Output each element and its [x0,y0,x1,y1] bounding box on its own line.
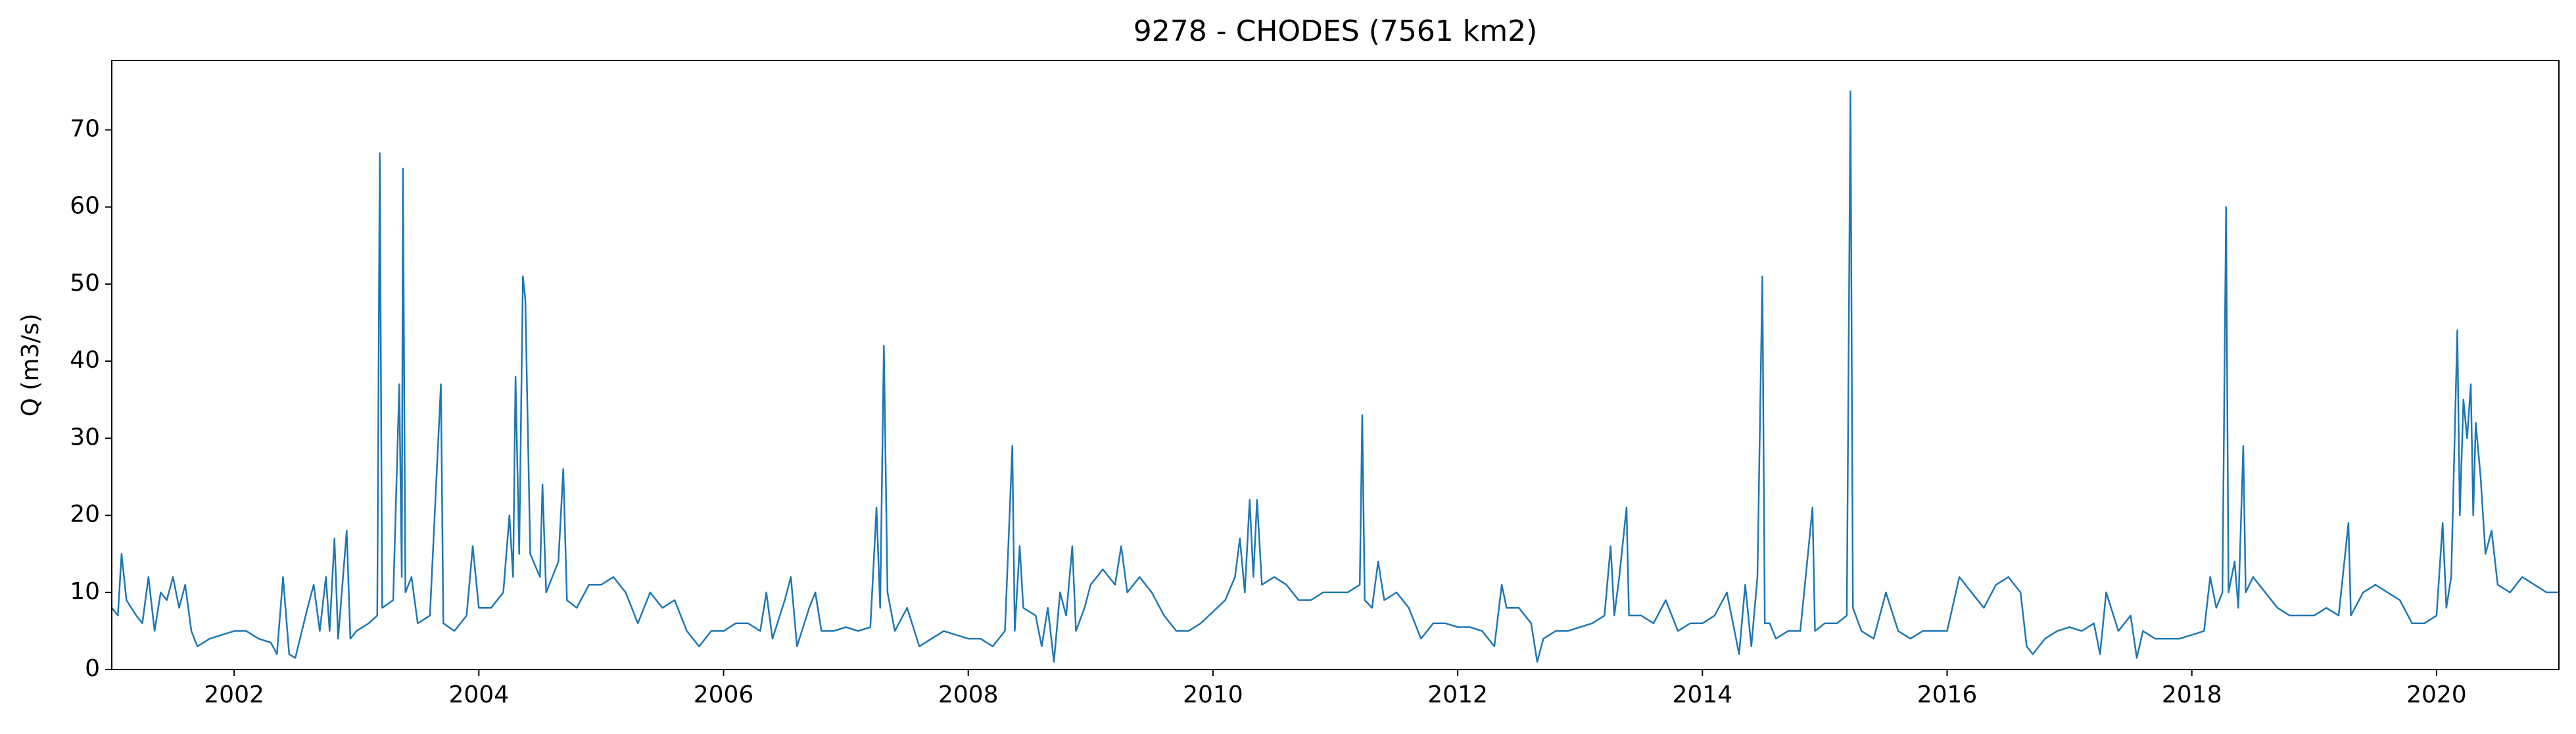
x-tick-label: 2004 [448,681,509,708]
y-tick-label: 60 [70,193,100,220]
x-tick-label: 2008 [938,681,999,708]
data-line [111,90,2559,663]
y-tick-label: 40 [70,347,100,374]
x-tick-label: 2020 [2406,681,2467,708]
y-tick-label: 50 [70,270,100,297]
plot-frame [111,60,2560,670]
x-tick-label: 2014 [1672,681,1732,708]
x-tick-label: 2012 [1427,681,1488,708]
x-tick-label: 2002 [204,681,264,708]
y-tick-label: 0 [85,655,100,682]
y-tick-label: 70 [70,115,100,142]
x-tick-label: 2018 [2162,681,2222,708]
x-tick-label: 2010 [1183,681,1243,708]
y-tick-label: 20 [70,501,100,528]
y-tick-label: 30 [70,424,100,451]
y-tick-label: 10 [70,578,100,605]
chart-title: 9278 - CHODES (7561 km2) [1133,14,1538,48]
x-tick-label: 2006 [694,681,754,708]
x-tick-label: 2016 [1917,681,1978,708]
y-axis-label: Q (m3/s) [17,314,44,417]
